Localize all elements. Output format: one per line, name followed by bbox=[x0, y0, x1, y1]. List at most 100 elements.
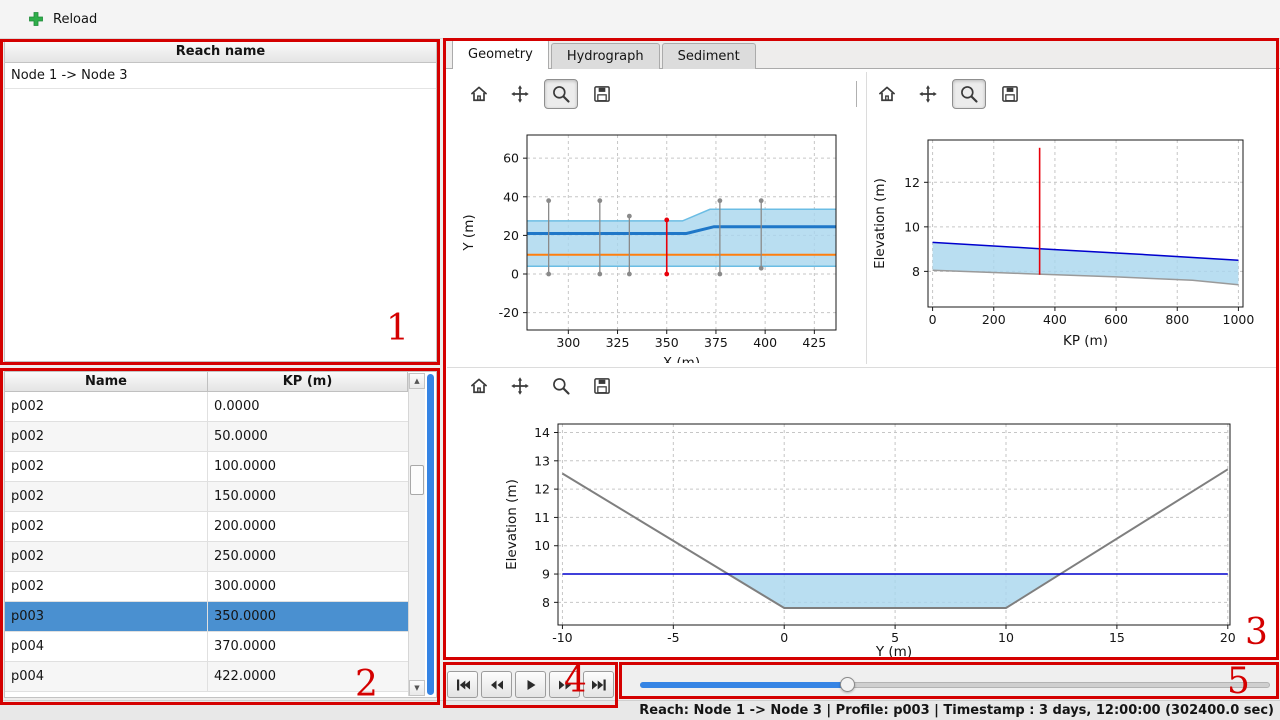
cell-name: p004 bbox=[5, 662, 208, 692]
svg-text:60: 60 bbox=[503, 151, 519, 166]
cell-name: p002 bbox=[5, 422, 208, 452]
table-row[interactable]: p002 100.0000 bbox=[5, 452, 436, 482]
zoom-button[interactable] bbox=[952, 79, 986, 109]
step-forward-button[interactable] bbox=[549, 671, 580, 698]
svg-text:8: 8 bbox=[542, 595, 550, 610]
move-icon bbox=[510, 83, 530, 105]
cell-name: p003 bbox=[5, 602, 208, 632]
cell-name: p004 bbox=[5, 632, 208, 662]
table-row[interactable]: p002 300.0000 bbox=[5, 572, 436, 602]
save-button[interactable] bbox=[585, 79, 619, 109]
column-header-name[interactable]: Name bbox=[5, 372, 208, 392]
svg-text:325: 325 bbox=[606, 335, 630, 350]
svg-text:-20: -20 bbox=[499, 305, 519, 320]
table-row[interactable]: p002 0.0000 bbox=[5, 392, 436, 422]
plan-view-toolbar bbox=[462, 79, 619, 109]
save-button[interactable] bbox=[585, 371, 619, 401]
transport-bar bbox=[443, 660, 1280, 700]
svg-text:0: 0 bbox=[780, 630, 788, 645]
cross-section-chart[interactable]: -10 -5 0 5 10 15 20 8 9 10 11 12 13 14 Y (m) Elevation … bbox=[448, 408, 1248, 658]
reload-button[interactable]: Reload bbox=[22, 10, 103, 28]
step-back-button[interactable] bbox=[481, 671, 512, 698]
table-row[interactable]: p002 250.0000 bbox=[5, 542, 436, 572]
table-scrollbar[interactable]: ▲ ▼ bbox=[408, 373, 425, 696]
reload-icon bbox=[28, 11, 44, 27]
time-slider[interactable] bbox=[640, 677, 1270, 693]
cell-kp: 100.0000 bbox=[208, 452, 408, 482]
play-button[interactable] bbox=[515, 671, 546, 698]
tab-geometry[interactable]: Geometry bbox=[452, 39, 549, 69]
svg-text:Elevation (m): Elevation (m) bbox=[504, 479, 520, 570]
table-row[interactable]: p002 150.0000 bbox=[5, 482, 436, 512]
skip-to-end-icon bbox=[591, 677, 607, 693]
scrollbar-down-arrow-icon[interactable]: ▼ bbox=[409, 680, 425, 696]
home-button[interactable] bbox=[462, 79, 496, 109]
cell-name: p002 bbox=[5, 392, 208, 422]
play-icon bbox=[523, 677, 539, 693]
save-button[interactable] bbox=[993, 79, 1027, 109]
svg-text:15: 15 bbox=[1109, 630, 1125, 645]
table-row[interactable]: p004 422.0000 bbox=[5, 662, 436, 692]
skip-to-start-button[interactable] bbox=[447, 671, 478, 698]
svg-text:0: 0 bbox=[511, 267, 519, 282]
skip-to-end-button[interactable] bbox=[583, 671, 614, 698]
panel-scrollbar[interactable] bbox=[427, 374, 434, 695]
column-header-kp[interactable]: KP (m) bbox=[208, 372, 408, 392]
reach-list-item[interactable]: Node 1 -> Node 3 bbox=[5, 63, 436, 89]
svg-text:400: 400 bbox=[753, 335, 777, 350]
svg-text:200: 200 bbox=[982, 312, 1006, 327]
status-bar: Reach: Node 1 -> Node 3 | Profile: p003 … bbox=[0, 700, 1280, 720]
zoom-button[interactable] bbox=[544, 371, 578, 401]
reload-label: Reload bbox=[53, 11, 98, 27]
step-back-icon bbox=[489, 677, 505, 693]
profile-table-header: Name KP (m) bbox=[5, 372, 436, 392]
long-profile-chart[interactable]: 0 200 400 600 800 1000 8 10 12 KP (m) Elevation (m… bbox=[868, 113, 1278, 363]
svg-text:10: 10 bbox=[534, 538, 550, 553]
playback-controls bbox=[447, 671, 614, 698]
svg-text:1000: 1000 bbox=[1223, 312, 1255, 327]
table-row[interactable]: p002 50.0000 bbox=[5, 422, 436, 452]
cell-name: p002 bbox=[5, 572, 208, 602]
cell-name: p002 bbox=[5, 542, 208, 572]
home-button[interactable] bbox=[870, 79, 904, 109]
scrollbar-thumb[interactable] bbox=[410, 465, 424, 495]
plan-view-chart[interactable]: 300 325 350 375 400 425 -20 0 20 40 60 X (m) Y (m) bbox=[455, 113, 867, 363]
svg-text:350: 350 bbox=[655, 335, 679, 350]
cell-name: p002 bbox=[5, 482, 208, 512]
svg-text:11: 11 bbox=[534, 510, 550, 525]
svg-text:40: 40 bbox=[503, 189, 519, 204]
reach-list-header: Reach name bbox=[5, 42, 436, 63]
move-icon bbox=[510, 375, 530, 397]
reach-list-panel: Reach name Node 1 -> Node 3 bbox=[4, 41, 437, 362]
slider-handle[interactable] bbox=[839, 677, 855, 692]
pan-button[interactable] bbox=[911, 79, 945, 109]
tab-sediment[interactable]: Sediment bbox=[661, 43, 756, 69]
magnifier-icon bbox=[959, 83, 979, 105]
svg-text:9: 9 bbox=[542, 567, 550, 582]
top-toolbar: Reload bbox=[0, 0, 1280, 39]
zoom-button[interactable] bbox=[544, 79, 578, 109]
cell-kp: 300.0000 bbox=[208, 572, 408, 602]
cell-kp: 350.0000 bbox=[208, 602, 408, 632]
svg-text:300: 300 bbox=[556, 335, 580, 350]
cell-kp: 250.0000 bbox=[208, 542, 408, 572]
table-row[interactable]: p002 200.0000 bbox=[5, 512, 436, 542]
table-row[interactable]: p004 370.0000 bbox=[5, 632, 436, 662]
svg-text:Y (m): Y (m) bbox=[875, 644, 912, 658]
pan-button[interactable] bbox=[503, 371, 537, 401]
cell-kp: 150.0000 bbox=[208, 482, 408, 512]
save-icon bbox=[592, 83, 612, 105]
table-row[interactable]: p003 350.0000 bbox=[5, 602, 436, 632]
tab-hydrograph[interactable]: Hydrograph bbox=[550, 43, 660, 69]
home-button[interactable] bbox=[462, 371, 496, 401]
svg-text:-5: -5 bbox=[667, 630, 679, 645]
svg-text:-10: -10 bbox=[552, 630, 572, 645]
svg-text:8: 8 bbox=[912, 264, 920, 279]
cell-kp: 0.0000 bbox=[208, 392, 408, 422]
step-forward-icon bbox=[557, 677, 573, 693]
tab-bar: Geometry Hydrograph Sediment bbox=[447, 39, 758, 69]
svg-text:375: 375 bbox=[704, 335, 728, 350]
chart-content-area bbox=[446, 68, 1280, 660]
pan-button[interactable] bbox=[503, 79, 537, 109]
scrollbar-up-arrow-icon[interactable]: ▲ bbox=[409, 373, 425, 389]
